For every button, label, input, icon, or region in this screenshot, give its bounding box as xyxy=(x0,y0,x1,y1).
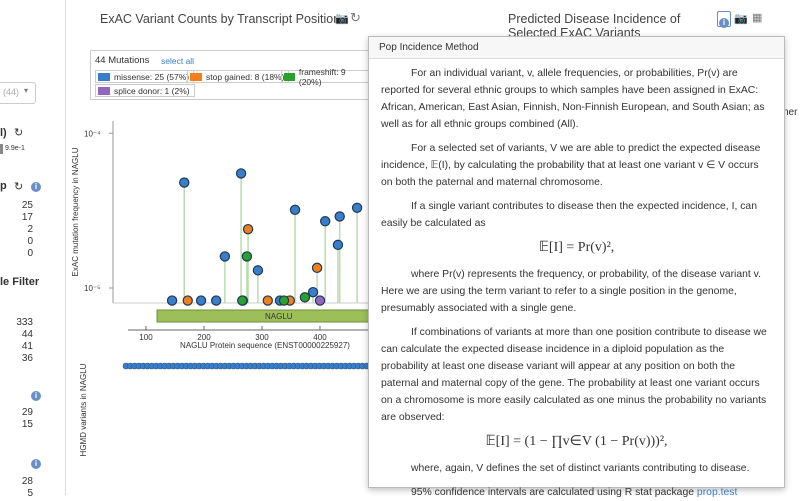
legend: 44 Mutations select all missense: 25 (57… xyxy=(90,50,370,100)
legend-label: stop gained: 8 (18%) xyxy=(206,71,285,82)
refresh-icon[interactable]: ↻ xyxy=(14,127,24,139)
y-tick-label: 10⁻⁵ xyxy=(84,284,100,293)
select-count: (44) xyxy=(3,87,20,97)
variant-point[interactable] xyxy=(307,286,319,298)
variant-point[interactable] xyxy=(237,295,248,306)
variant-point[interactable] xyxy=(166,295,178,306)
info-icon: i xyxy=(719,18,729,28)
paragraph: where Pr(v) represents the frequency, or… xyxy=(381,269,761,314)
x-tick-label: 100 xyxy=(139,333,153,342)
select-all-link[interactable]: select all xyxy=(161,56,195,66)
variant-point[interactable] xyxy=(332,239,344,251)
variant-point[interactable] xyxy=(182,295,193,306)
info-icon[interactable]: i xyxy=(31,182,41,192)
caret: ▾ xyxy=(24,86,29,95)
variant-point[interactable] xyxy=(314,295,326,306)
select-box[interactable]: (44) ▾ xyxy=(0,82,36,104)
variant-point[interactable] xyxy=(351,202,363,213)
count: 36 xyxy=(21,353,33,364)
equation: 𝔼[I] = (1 − ∏v∈V (1 − Pr(v)))², xyxy=(485,434,668,449)
info-button[interactable]: i xyxy=(717,11,731,28)
legend-item[interactable]: splice donor: 1 (2%) xyxy=(95,84,195,97)
variant-point[interactable] xyxy=(262,295,273,306)
gene-label: NAGLU xyxy=(265,312,293,321)
variant-point[interactable] xyxy=(179,177,190,188)
refresh-icon[interactable]: ↻ xyxy=(350,10,361,25)
partial-text: ner xyxy=(783,107,798,118)
paragraph: For a selected set of variants, V we are… xyxy=(381,143,761,188)
variant-point[interactable] xyxy=(219,251,231,262)
count: 28 xyxy=(21,476,33,487)
info-icon[interactable]: i xyxy=(31,459,41,469)
paragraph: For an individual variant, v, allele fre… xyxy=(381,68,765,130)
count: 29 xyxy=(21,407,33,418)
variant-point[interactable] xyxy=(334,211,345,222)
x-tick-label: 300 xyxy=(255,333,269,342)
equation: 𝔼[I] = Pr(v)², xyxy=(538,240,615,255)
legend-swatch xyxy=(190,72,202,81)
info-icon[interactable]: i xyxy=(31,391,41,401)
x-tick-label: 200 xyxy=(197,333,211,342)
variant-point[interactable] xyxy=(241,251,253,262)
count: 25 xyxy=(21,200,33,211)
y-tick-label: 10⁻⁴ xyxy=(84,129,101,138)
chart-title: ExAC Variant Counts by Transcript Positi… xyxy=(100,12,341,26)
x-tick-label: 400 xyxy=(313,333,327,342)
variant-point[interactable] xyxy=(210,295,222,306)
legend-label: missense: 25 (57%) xyxy=(114,71,190,82)
variant-point[interactable] xyxy=(320,216,331,227)
table-icon[interactable]: ▦ xyxy=(752,12,763,24)
paragraph: If combinations of variants at more than… xyxy=(381,327,767,423)
paragraph: where, again, V defines the set of disti… xyxy=(411,463,750,474)
x-axis-label: NAGLU Protein sequence (ENST00000225927) xyxy=(180,341,350,350)
count: 41 xyxy=(21,341,33,352)
slider[interactable] xyxy=(0,144,3,154)
prop-test-link[interactable]: prop.test xyxy=(696,487,738,498)
mutation-count: 44 Mutations xyxy=(95,55,150,66)
variant-point[interactable] xyxy=(242,223,254,235)
count: 0 xyxy=(27,236,33,247)
count: 0 xyxy=(27,248,33,259)
camera-icon[interactable]: 📷 xyxy=(335,13,349,25)
count: 5 xyxy=(27,488,33,499)
paragraph: If a single variant contributes to disea… xyxy=(381,201,757,229)
section-label: p xyxy=(0,180,7,192)
variant-point[interactable] xyxy=(252,265,264,276)
popup-body: For an individual variant, v, allele fre… xyxy=(369,59,784,501)
footer-line: 95% confidence intervals are calculated … xyxy=(381,484,772,501)
legend-label: splice donor: 1 (2%) xyxy=(114,85,190,96)
legend-swatch xyxy=(284,72,295,81)
popup-title: Pop Incidence Method xyxy=(369,37,784,59)
popup: Pop Incidence Method For an individual v… xyxy=(368,36,785,498)
count: 2 xyxy=(27,224,33,235)
y-axis-label: ExAC mutation frequency in NAGLU xyxy=(71,147,80,276)
slider-value: 9.9e-1 xyxy=(5,145,25,152)
legend-swatch xyxy=(98,72,110,81)
variant-point[interactable] xyxy=(289,204,301,216)
legend-label: frameshift: 9 (20%) xyxy=(298,66,346,87)
variant-point[interactable] xyxy=(311,262,323,274)
refresh-icon[interactable]: ↻ xyxy=(14,181,24,193)
count: 15 xyxy=(21,419,33,430)
section-label: le Filter xyxy=(0,276,40,288)
variant-point[interactable] xyxy=(278,295,290,306)
variant-point[interactable] xyxy=(299,292,311,303)
sidebar: (44) ▾ l) ↻ 9.9e-1 p ↻ i le Filter i i 2… xyxy=(0,0,66,499)
legend-swatch xyxy=(98,86,110,95)
variant-point[interactable] xyxy=(195,295,207,306)
camera-icon[interactable]: 📷 xyxy=(734,13,748,25)
track-label: HGMD variants in NAGLU xyxy=(79,363,88,456)
section-label: l) xyxy=(0,127,7,139)
count: 17 xyxy=(21,212,33,223)
count: 44 xyxy=(21,329,33,340)
variant-point[interactable] xyxy=(235,168,247,179)
count: 333 xyxy=(16,317,33,328)
footer-text: 95% confidence intervals are calculated … xyxy=(411,487,695,498)
